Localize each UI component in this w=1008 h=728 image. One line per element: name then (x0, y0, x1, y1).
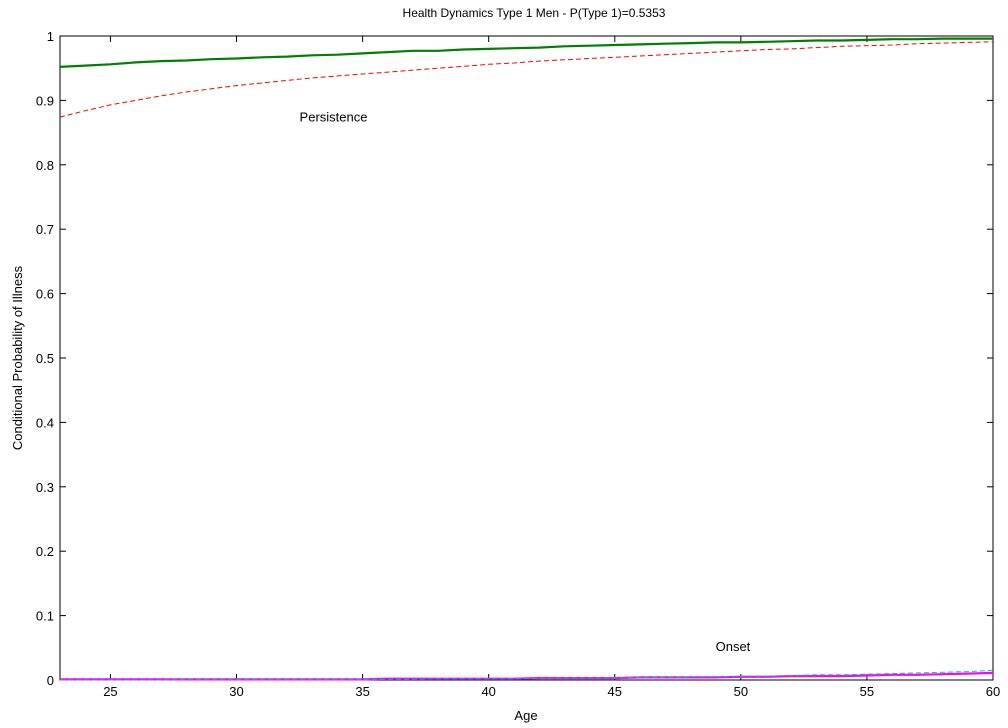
x-tick-label: 55 (860, 684, 874, 699)
y-tick-label: 0.6 (36, 287, 54, 302)
y-tick-label: 0.5 (36, 351, 54, 366)
data-series (59, 37, 994, 681)
annotation-label: Persistence (300, 110, 368, 125)
y-axis-label: Conditional Probability of Illness (10, 265, 25, 450)
x-tick-label: 25 (103, 684, 117, 699)
series-line-1 (59, 37, 993, 68)
chart-title: Health Dynamics Type 1 Men - P(Type 1)=0… (403, 6, 666, 20)
y-tick-label: 1 (47, 29, 54, 44)
series-line-4 (60, 669, 994, 681)
y-tick-label: 0.4 (36, 415, 54, 430)
y-tick-label: 0.1 (36, 609, 54, 624)
y-tick-label: 0.9 (36, 93, 54, 108)
annotation-label: Onset (716, 639, 751, 654)
y-tick-label: 0.8 (36, 158, 54, 173)
x-tick-label: 35 (355, 684, 369, 699)
annotations: Persistence Onset (300, 110, 751, 654)
y-tick-label: 0.7 (36, 222, 54, 237)
y-tick-label: 0.3 (36, 480, 54, 495)
x-tick-label: 50 (734, 684, 748, 699)
plot-area-frame (59, 35, 994, 681)
x-tick-label: 60 (986, 684, 1000, 699)
x-tick-label: 45 (608, 684, 622, 699)
x-axis-label: Age (514, 708, 537, 723)
x-tick-label: 40 (481, 684, 495, 699)
x-tick-label: 30 (229, 684, 243, 699)
y-tick-label: 0 (47, 673, 54, 688)
y-tick-label: 0.2 (36, 544, 54, 559)
